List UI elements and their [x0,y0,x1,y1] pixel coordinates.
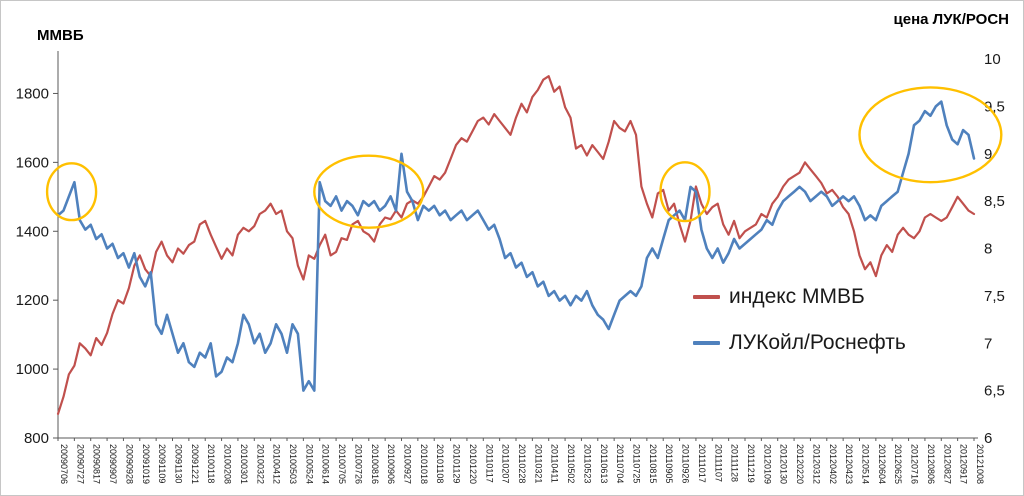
left-axis-title: ММВБ [37,27,84,44]
x-axis-tick-label: 20120625 [893,444,903,484]
x-axis-tick-label: 20110815 [648,444,658,483]
x-axis-tick-label: 20100524 [304,444,314,484]
x-axis-tick-label: 20120806 [926,444,936,484]
right-axis-tick-label: 7 [984,335,992,352]
x-axis-tick-label: 20100118 [206,444,216,483]
x-axis-tick-label: 20091109 [157,444,167,483]
series-line-lukoil-rosneft [56,100,976,392]
x-axis-tick-label: 20100906 [386,444,396,484]
annotation-ellipse [858,86,1003,184]
x-axis-tick-label: 20110321 [533,444,543,483]
x-axis-tick-label: 20120716 [910,444,920,484]
x-axis-tick-label: 20100614 [321,444,331,484]
x-axis-tick-label: 20120917 [959,444,969,484]
x-axis-tick-label: 20121008 [975,444,985,484]
annotation-ellipse [659,161,711,223]
x-axis-tick-label: 20090817 [92,444,102,484]
left-axis-tick-label: 1400 [16,223,49,240]
lukoil-rosneft-series-label: ЛУКойл/Роснефть [729,331,906,354]
x-axis-tick-label: 20110613 [599,444,609,483]
x-axis-tick-label: 20120312 [811,444,821,484]
left-axis-tick-label: 800 [24,430,49,447]
x-axis-tick-label: 20110117 [484,444,494,483]
annotation-ellipse [45,162,98,222]
x-axis-tick-label: 20111128 [730,444,740,482]
x-axis-tick-label: 20110207 [501,444,511,483]
x-axis-tick-label: 20110523 [582,444,592,483]
x-axis-tick-label: 20120130 [779,444,789,484]
right-axis-tick-label: 9 [984,146,992,163]
x-axis-tick-label: 20090907 [108,444,118,484]
x-axis-tick-label: 20111219 [746,444,756,483]
x-axis-tick-label: 20111017 [697,444,707,483]
x-axis-tick-label: 20100927 [403,444,413,484]
right-axis-tick-label: 7,5 [984,288,1005,305]
x-axis-tick-label: 20101220 [468,444,478,484]
x-axis-tick-label: 20110228 [517,444,527,483]
x-axis-tick-label: 20100301 [239,444,249,484]
legend-item-mmvb: индекс ММВБ [693,283,906,311]
x-axis-tick-label: 20100412 [272,444,282,484]
x-axis-tick-label: 20120604 [877,444,887,484]
x-axis-tick-label: 20100705 [337,444,347,484]
x-axis-tick-label: 20110411 [550,444,560,483]
right-axis-tick-label: 9,5 [984,98,1005,115]
chart-legend: индекс ММВБ ЛУКойл/Роснефть [693,283,906,357]
left-axis-tick-label: 1800 [16,85,49,102]
right-axis-tick-label: 6,5 [984,383,1005,400]
annotation-ellipse [313,154,425,229]
x-axis-tick-label: 20110725 [632,444,642,483]
right-axis-title: цена ЛУК/РОСН [893,11,1009,28]
x-axis-tick-label: 20110905 [664,444,674,483]
x-axis-tick-label: 20091221 [190,444,200,484]
right-axis-tick-label: 8 [984,241,992,258]
x-axis-tick-label: 20120423 [844,444,854,484]
x-axis-tick-label: 20111107 [713,444,723,482]
x-axis-tick-label: 20090706 [59,444,69,484]
left-axis-tick-label: 1200 [16,292,49,309]
right-axis-tick-label: 8,5 [984,193,1005,210]
x-axis-tick-label: 20091130 [174,444,184,483]
right-axis-tick-label: 10 [984,51,1001,68]
left-axis-tick-label: 1000 [16,361,49,378]
mmvb-line-swatch [693,295,720,299]
x-axis-tick-label: 20100503 [288,444,298,484]
right-axis-tick-label: 6 [984,430,992,447]
x-axis-tick-label: 20100322 [255,444,265,484]
x-axis-tick-label: 20120109 [762,444,772,484]
left-axis-tick-label: 1600 [16,154,49,171]
x-axis-tick-label: 20120514 [861,444,871,484]
x-axis-tick-label: 20100208 [223,444,233,484]
series-line-mmvb [56,75,976,415]
x-axis-tick-label: 20110502 [566,444,576,483]
x-axis-tick-label: 20120402 [828,444,838,484]
x-axis-tick-label: 20090928 [124,444,134,484]
x-axis-tick-label: 20120220 [795,444,805,484]
x-axis-tick-label: 20101108 [435,444,445,483]
x-axis-tick-label: 20100726 [353,444,363,484]
x-axis-tick-label: 20101018 [419,444,429,484]
x-axis-tick-label: 20100816 [370,444,380,484]
x-axis-tick-label: 20101129 [452,444,462,483]
x-axis-tick-label: 20110926 [681,444,691,483]
x-axis-tick-label: 20120827 [942,444,952,484]
x-axis-tick-label: 20090727 [75,444,85,484]
mmvb-series-label: индекс ММВБ [729,285,865,308]
x-axis-tick-label: 20091019 [141,444,151,484]
lukoil-rosneft-line-swatch [693,341,720,345]
legend-item-lukoil-rosneft: ЛУКойл/Роснефть [693,329,906,357]
x-axis-tick-label: 20110704 [615,444,625,483]
